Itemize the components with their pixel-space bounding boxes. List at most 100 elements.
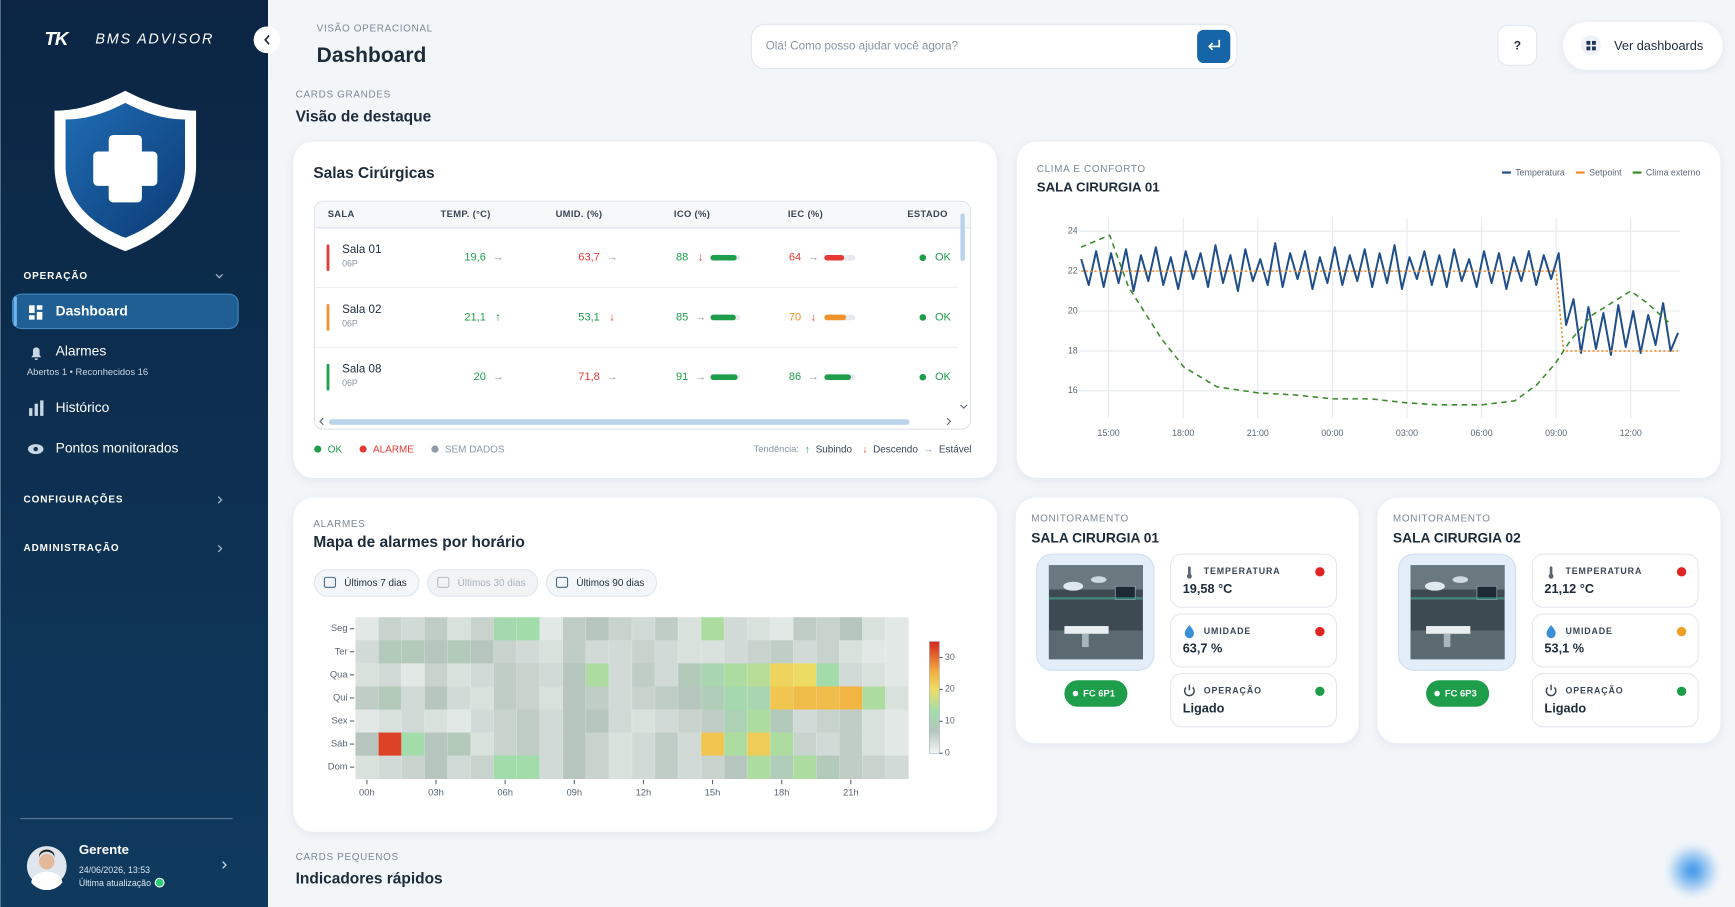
eye-pupil [33, 446, 38, 452]
legend-dot [359, 445, 367, 453]
umid-trend: → [606, 252, 617, 264]
heat-cell [654, 617, 679, 641]
collapse-button[interactable] [253, 26, 281, 54]
x-tick-label: 18:00 [1172, 428, 1194, 438]
power-icon [1183, 686, 1195, 697]
colorbar-label: 0 [945, 748, 950, 758]
card-title: SALA CIRURGIA 01 [1031, 529, 1159, 545]
legend-label: Temperatura [1515, 167, 1565, 177]
heat-cell [608, 686, 633, 710]
sidebar: TK BMS ADVISOR OPERAÇÃO Dashboard Alarme… [0, 0, 281, 907]
series-line [1080, 234, 1670, 406]
heat-cell [724, 663, 748, 687]
drop-icon [1184, 624, 1194, 639]
filter-chip[interactable]: Últimos 7 dias [313, 569, 420, 597]
stat-value: 53,1 % [1544, 641, 1584, 656]
heat-cell [677, 686, 702, 710]
chip-bg [546, 569, 658, 597]
stat-label: OPERAÇÃO [1204, 686, 1262, 696]
section-label: ADMINISTRAÇÃO [24, 543, 120, 554]
stat-bg [1170, 553, 1338, 608]
nav-alarmes[interactable]: Alarmes Abertos 1 • Reconhecidos 16 [27, 342, 148, 377]
trend-label: Subindo [816, 444, 853, 455]
heat-cell [493, 617, 518, 641]
row-indicator [326, 304, 330, 331]
heat-cell [493, 732, 518, 756]
scroll-right[interactable] [946, 417, 952, 426]
heat-cell [608, 732, 633, 756]
nav-historico[interactable]: Histórico [29, 399, 110, 416]
assistant-blob[interactable] [1666, 843, 1720, 898]
stat-label: TEMPERATURA [1204, 566, 1281, 576]
heat-cell [562, 709, 587, 733]
card-eyebrow: MONITORAMENTO [1393, 513, 1491, 524]
user-profile[interactable]: Gerente 24/06/2026, 13:53 Última atualiz… [26, 842, 227, 891]
stat-dot [1313, 565, 1327, 579]
heat-cell [493, 686, 518, 710]
heat-cell [839, 686, 863, 710]
nav-dashboard[interactable]: Dashboard [11, 293, 239, 330]
heat-cell [493, 755, 518, 780]
x-tick-label: 21:00 [1247, 428, 1269, 438]
heat-cell [424, 709, 448, 733]
badge-dot [1434, 690, 1440, 697]
iec-trend: → [808, 371, 819, 383]
heat-cell [839, 732, 863, 756]
scroll-down[interactable] [960, 404, 968, 409]
stat-bg [1170, 613, 1338, 668]
collapse-icon [264, 34, 270, 45]
heat-cell [424, 640, 448, 664]
heat-cell [539, 663, 564, 687]
legend-dot [314, 445, 322, 453]
photo-wall-light [1048, 597, 1143, 600]
y-tick-label: Dom [328, 761, 348, 772]
y-tick-label: 18 [1068, 345, 1078, 355]
room-name: Sala 08 [342, 362, 381, 375]
card-title: SALA CIRURGIA 02 [1393, 529, 1521, 545]
legend-dot [431, 445, 439, 453]
heat-cell [701, 686, 725, 710]
user-updated: Última atualização [79, 878, 151, 888]
scroll-left[interactable] [319, 417, 324, 426]
dashboards-button[interactable]: Ver dashboards [1563, 22, 1723, 70]
chevron [217, 496, 223, 504]
heat-cell [816, 617, 840, 641]
search-box[interactable]: Olá! Como posso ajudar você agora? [750, 23, 1238, 70]
heat-cell [747, 640, 771, 664]
heat-cell [793, 663, 817, 687]
trend-symbol: ↑ [805, 444, 810, 455]
colorbar-label: 20 [945, 684, 955, 694]
table-row: Sala 08 06P 20 → 71,8 → 91 → 86 → OK [326, 362, 952, 391]
badge-label: FC 6P1 [1083, 688, 1115, 699]
shape [1586, 46, 1591, 51]
ico-value: 91 [676, 371, 688, 383]
heat-cell [862, 732, 886, 756]
nav-admin[interactable]: ADMINISTRAÇÃO [24, 543, 223, 554]
stat-dot [1675, 684, 1688, 698]
heat-cell [677, 755, 702, 780]
heat-cell [631, 755, 656, 780]
heat-cell [470, 617, 494, 641]
v-scrollbar[interactable] [960, 213, 965, 262]
room-code: 06P [342, 318, 358, 328]
heat-cell [539, 686, 564, 710]
filter-chip[interactable]: Últimos 30 dias [427, 569, 539, 597]
heat-cell [516, 755, 541, 780]
temp-value: 21,1 [464, 311, 486, 323]
temp-trend: → [493, 371, 504, 383]
nav-pontos[interactable]: Pontos monitorados [27, 440, 179, 456]
h-scrollbar[interactable] [328, 419, 910, 425]
heat-cell [816, 640, 840, 664]
shape [29, 305, 35, 314]
legend-label: SEM DADOS [445, 444, 505, 455]
filter-chip[interactable]: Últimos 90 dias [546, 569, 658, 597]
legend-label: OK [328, 444, 343, 455]
monitoring-card: MONITORAMENTO SALA CIRURGIA 01 FC 6P1 TEMPE… [1015, 497, 1359, 744]
heat-cell [839, 709, 863, 733]
heat-cell [424, 686, 448, 710]
heat-cell [355, 640, 379, 664]
nav-config[interactable]: CONFIGURAÇÕES [24, 495, 223, 506]
umid-trend: → [606, 371, 617, 383]
help-button[interactable]: ? [1497, 24, 1538, 66]
heat-cell [770, 663, 794, 687]
